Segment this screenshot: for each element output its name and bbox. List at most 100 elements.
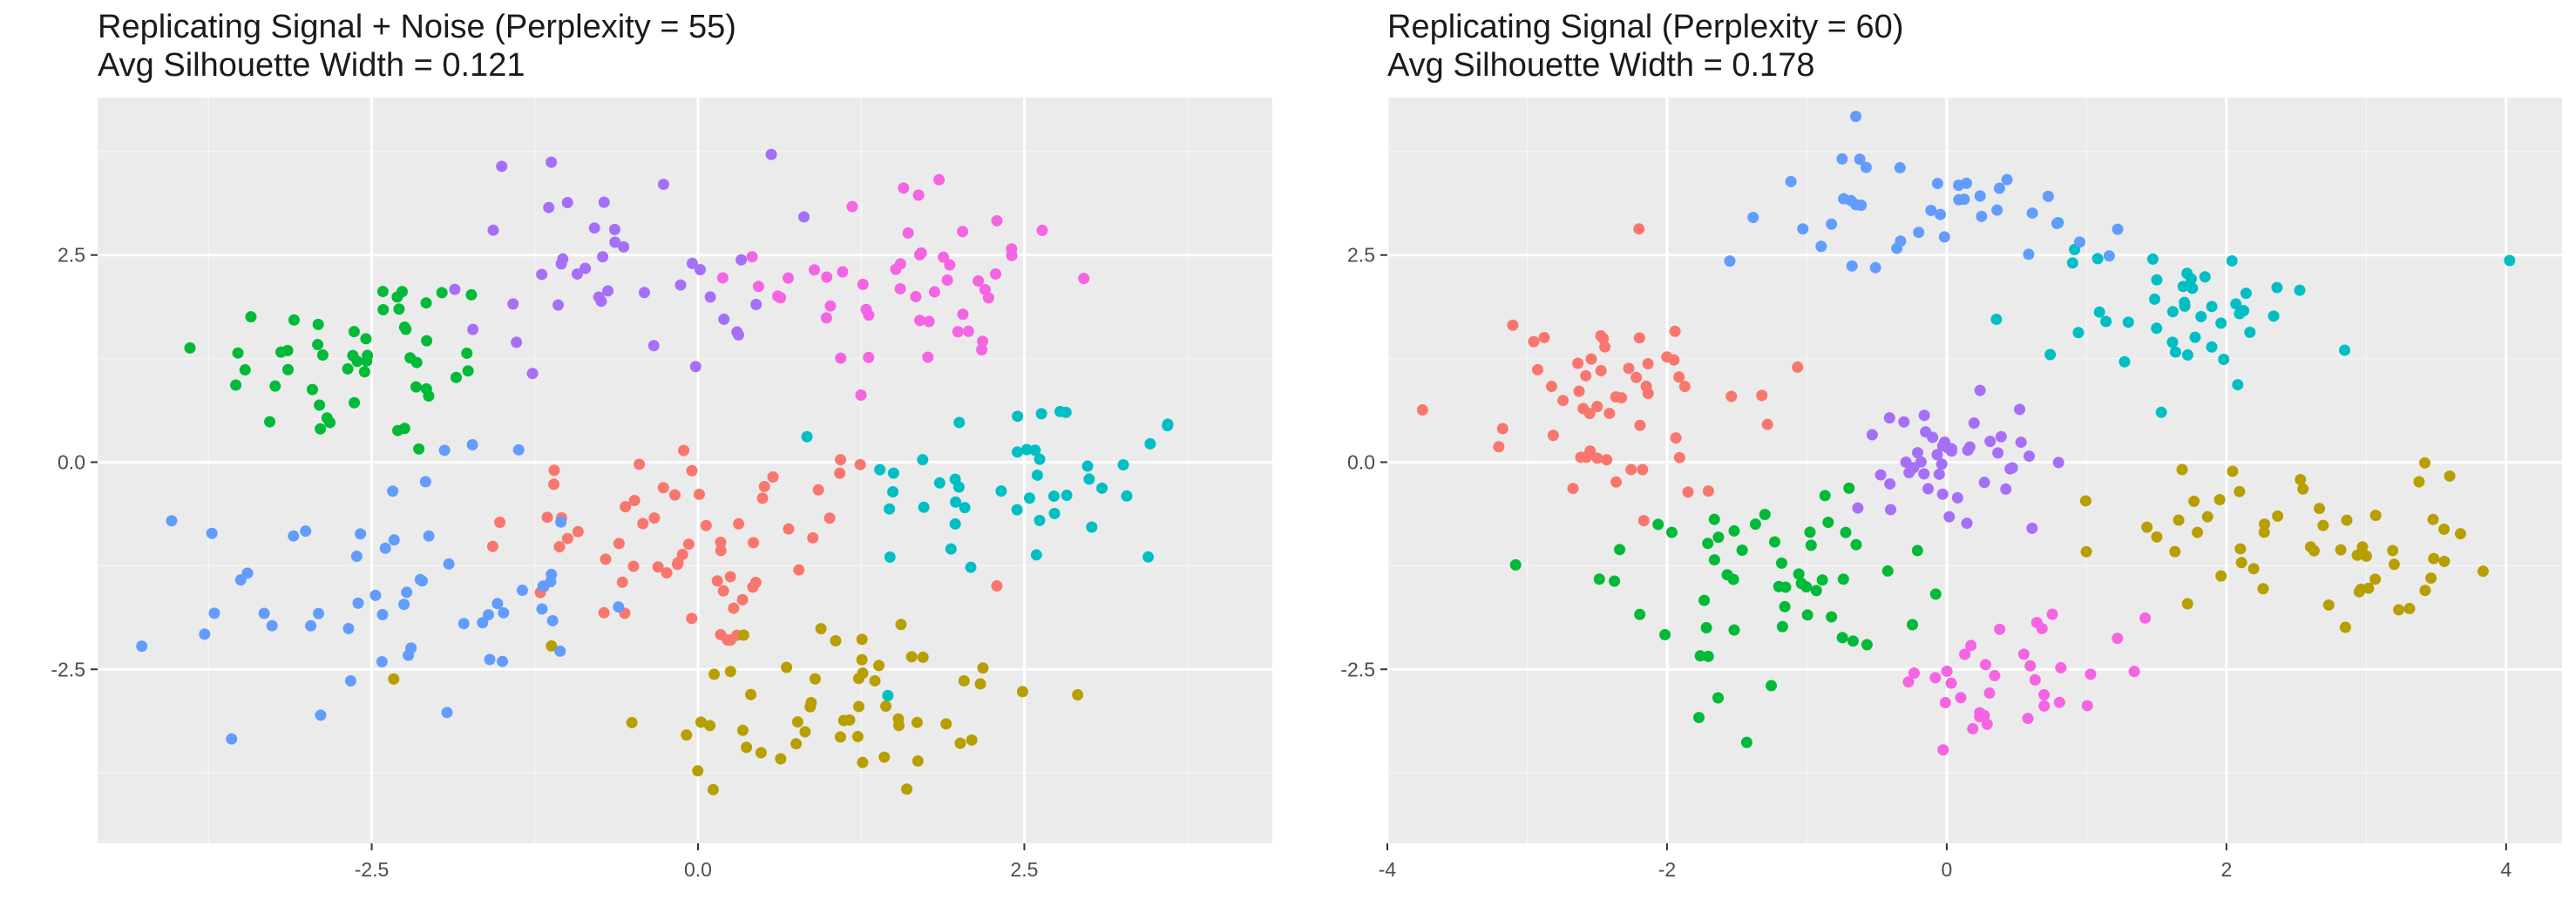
data-point — [2339, 344, 2351, 356]
data-point — [686, 257, 698, 269]
data-point — [1826, 218, 1838, 230]
data-point — [2081, 700, 2093, 712]
x-tick-label: 0.0 — [684, 858, 712, 881]
data-point — [572, 525, 584, 538]
data-point — [288, 530, 300, 542]
data-point — [2122, 316, 2134, 328]
data-point — [2206, 301, 2218, 313]
data-point — [2080, 545, 2092, 558]
data-point — [1768, 536, 1780, 548]
data-point — [2085, 668, 2097, 680]
data-point — [1918, 409, 1930, 422]
y-tick-label: -2.5 — [51, 658, 85, 680]
data-point — [494, 517, 506, 529]
data-point — [613, 601, 625, 613]
data-point — [512, 443, 525, 456]
data-point — [2304, 541, 2316, 553]
data-point — [1775, 557, 1787, 569]
y-tick-label: 0.0 — [58, 450, 85, 473]
x-tick-label: -4 — [1379, 858, 1397, 881]
data-point — [1509, 558, 1522, 571]
data-point — [546, 614, 559, 626]
data-point — [1990, 314, 2003, 326]
data-point — [2023, 248, 2035, 260]
data-point — [388, 673, 400, 685]
data-point — [890, 263, 902, 275]
data-point — [458, 618, 470, 630]
data-point — [2413, 476, 2425, 488]
data-point — [661, 566, 673, 578]
data-point — [1903, 467, 1915, 479]
data-point — [821, 271, 833, 283]
data-point — [1591, 452, 1603, 464]
data-point — [598, 606, 610, 619]
data-point — [2403, 603, 2416, 615]
data-point — [678, 444, 690, 457]
data-point — [1591, 401, 1603, 413]
data-point — [945, 543, 957, 555]
data-point — [954, 737, 966, 749]
data-point — [2024, 660, 2037, 672]
data-point — [1665, 526, 1678, 538]
data-point — [410, 381, 422, 393]
data-point — [1023, 492, 1035, 504]
left-scatter-plot: -2.5 0.0 2.5 -2.5 0.0 2.5 — [51, 98, 1272, 881]
data-point — [1912, 447, 1924, 459]
data-point — [2454, 528, 2466, 540]
data-point — [245, 311, 257, 323]
data-point — [834, 467, 846, 479]
data-point — [793, 564, 805, 576]
data-point — [1580, 369, 1592, 382]
data-point — [1943, 511, 1956, 523]
chart-subtitle: Avg Silhouette Width = 0.178 — [1387, 47, 1815, 84]
data-point — [467, 323, 479, 335]
data-point — [1047, 490, 1060, 502]
data-point — [423, 390, 435, 402]
data-point — [2112, 632, 2124, 645]
data-point — [1792, 361, 1804, 373]
data-point — [393, 303, 405, 315]
data-point — [1673, 451, 1685, 463]
data-point — [979, 283, 991, 295]
data-point — [675, 279, 687, 291]
data-point — [1974, 384, 1986, 396]
data-point — [2360, 550, 2372, 562]
data-point — [1958, 193, 1970, 206]
data-point — [2362, 582, 2375, 594]
data-point — [910, 291, 922, 303]
data-point — [1885, 504, 1897, 516]
data-point — [898, 182, 910, 194]
data-point — [2215, 570, 2227, 582]
data-point — [2181, 348, 2193, 361]
data-point — [597, 251, 609, 263]
data-point — [2427, 513, 2439, 525]
data-point — [758, 480, 770, 492]
data-point — [548, 464, 560, 477]
data-point — [2166, 306, 2179, 318]
data-point — [300, 525, 312, 538]
data-point — [400, 323, 412, 335]
data-point — [1593, 573, 1605, 585]
data-point — [1898, 416, 1910, 428]
data-point — [809, 673, 821, 685]
data-point — [511, 336, 523, 348]
data-point — [491, 598, 504, 610]
data-point — [536, 603, 548, 615]
data-point — [305, 619, 317, 632]
data-point — [404, 352, 417, 364]
data-point — [484, 653, 496, 666]
data-point — [2014, 403, 2026, 416]
data-point — [941, 274, 953, 287]
data-point — [1874, 469, 1887, 481]
data-point — [387, 485, 399, 497]
data-point — [1822, 517, 1834, 529]
data-point — [241, 567, 254, 579]
data-point — [166, 515, 178, 527]
data-point — [869, 674, 881, 687]
data-point — [2201, 511, 2213, 523]
data-point — [1642, 388, 1654, 400]
data-point — [1609, 575, 1621, 587]
data-point — [1761, 418, 1773, 430]
data-point — [1900, 457, 1912, 469]
data-point — [264, 416, 276, 428]
